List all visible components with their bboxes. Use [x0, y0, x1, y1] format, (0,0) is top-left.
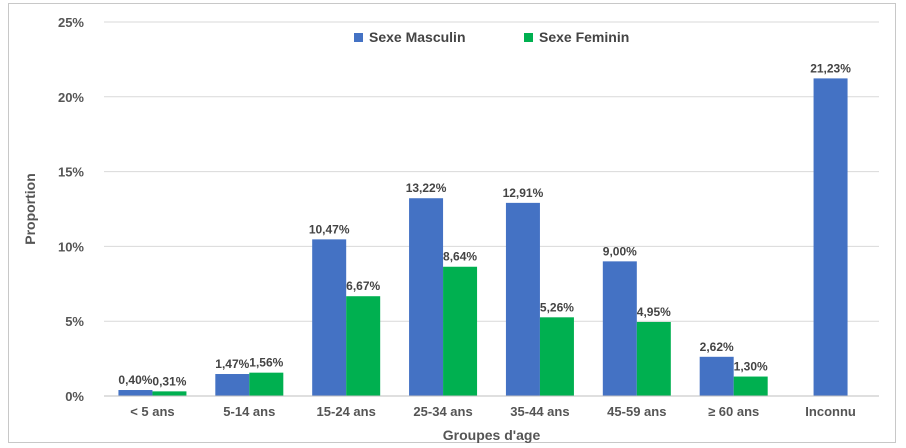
bar-masculin: [813, 78, 848, 396]
x-tick-label: 5-14 ans: [223, 404, 275, 419]
y-tick-label: 0%: [65, 389, 84, 404]
data-label: 21,23%: [810, 61, 851, 75]
bar-masculin: [505, 202, 540, 396]
x-tick-label: 25-34 ans: [413, 404, 472, 419]
data-label: 8,64%: [443, 250, 477, 264]
bar-masculin: [409, 198, 444, 396]
y-tick-label: 10%: [58, 239, 84, 254]
data-label: 4,95%: [637, 305, 671, 319]
bar-chart: 0,40% 0,31% 1,47% 1,56% 10,47% 6,67% 13,22% 8,6…: [22, 15, 879, 443]
data-label: 6,67%: [346, 279, 380, 293]
data-label: 9,00%: [603, 244, 637, 258]
legend-label: Sexe Masculin: [369, 29, 466, 45]
y-axis-title: Proportion: [22, 173, 38, 245]
x-tick-label: 15-24 ans: [317, 404, 376, 419]
data-label: 1,56%: [249, 356, 283, 370]
bar-feminin: [152, 391, 187, 396]
legend-swatch: [354, 33, 363, 42]
legend-swatch: [524, 33, 533, 42]
data-label: 5,26%: [540, 300, 574, 314]
bar-feminin: [636, 321, 671, 396]
legend-label: Sexe Feminin: [539, 29, 629, 45]
bar-masculin: [602, 261, 637, 396]
data-label: 12,91%: [503, 186, 544, 200]
y-tick-label: 20%: [58, 90, 84, 105]
data-label: 1,30%: [734, 360, 768, 374]
bar-feminin: [249, 372, 284, 396]
axes: 0% 5% 10% 15% 20% 25% < 5 ans 5-14 ans 15-24 ans…: [58, 15, 879, 419]
bar-feminin: [733, 376, 768, 396]
gridlines: [104, 21, 879, 397]
chart-frame: 0,40% 0,31% 1,47% 1,56% 10,47% 6,67% 13,22% 8,6…: [8, 3, 896, 443]
data-label: 2,62%: [700, 340, 734, 354]
x-tick-label: < 5 ans: [130, 404, 174, 419]
x-tick-label: 35-44 ans: [510, 404, 569, 419]
x-axis-title: Groupes d'age: [443, 427, 541, 443]
bar-feminin: [443, 266, 478, 396]
legend: Sexe Masculin Sexe Feminin: [354, 29, 629, 45]
bar-feminin: [346, 296, 381, 396]
bar-masculin: [215, 374, 250, 396]
data-label: 1,47%: [215, 357, 249, 371]
bar-feminin: [539, 317, 574, 396]
data-label: 13,22%: [406, 181, 447, 195]
bar-masculin: [118, 390, 153, 396]
x-tick-label: Inconnu: [805, 404, 856, 419]
bar-masculin: [312, 239, 347, 396]
y-tick-label: 25%: [58, 15, 84, 30]
data-label: 0,40%: [118, 373, 152, 387]
y-tick-label: 15%: [58, 165, 84, 180]
bars: [118, 78, 848, 396]
data-label: 10,47%: [309, 222, 350, 236]
bar-masculin: [699, 356, 734, 396]
data-label: 0,31%: [152, 374, 186, 388]
data-labels: 0,40% 0,31% 1,47% 1,56% 10,47% 6,67% 13,22% 8,6…: [118, 61, 851, 388]
x-tick-label: ≥ 60 ans: [708, 404, 759, 419]
x-tick-label: 45-59 ans: [607, 404, 666, 419]
y-tick-label: 5%: [65, 314, 84, 329]
